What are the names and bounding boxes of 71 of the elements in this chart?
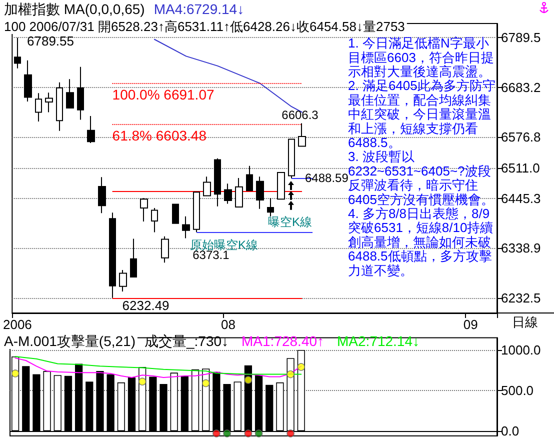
chart-subtitle: 100 2006/07/31 開6528.23↑高6531.11↑低6428.26↓收6454.58↓量2753 — [4, 19, 405, 34]
candlestick — [267, 198, 274, 217]
annotation: 2. 滿足6405此為多方防守最佳位置，配合均線糾集中紅突破，今日量滾量溫和上漲，短線支撐仍看6488.5。 — [348, 78, 496, 150]
y-tick-label: 6683.2 — [501, 80, 541, 95]
chart-title: A-M.001攻擊量(5,21) — [4, 333, 136, 349]
annotation: 3. 波段暫以6232~6531~6405~?波段反彈波看待，暗示守住6405空方沒有慣壓機會。 — [348, 149, 494, 207]
candlestick — [246, 165, 253, 192]
point — [254, 430, 263, 438]
y-tick-label: 6338.9 — [501, 240, 541, 256]
candlestick — [298, 122, 306, 147]
ref-line-label: 100.0% 6691.07 — [112, 86, 214, 103]
annotation: 原始曝空K線 — [190, 238, 258, 252]
y-tick-label: 500.0 — [501, 383, 534, 398]
ref-line-label: 6232.49 — [122, 298, 170, 313]
ref-line-label: 61.8% 6603.48 — [112, 128, 207, 144]
candlestick — [277, 172, 285, 200]
point — [11, 370, 20, 378]
candlestick — [193, 192, 200, 233]
x-tick-label: 09 — [463, 317, 478, 332]
candlestick — [109, 212, 116, 298]
chart-title: 加權指數 MA(0,0,0,65) — [4, 1, 145, 17]
annotation: 4. 多方8/8日出表態，8/9突破6531，短線8/10持續創高量增，無論如何未破6488.5低頓點，多方攻擊力道不變。 — [348, 206, 494, 278]
candlestick — [24, 60, 32, 102]
candlestick — [288, 138, 295, 179]
candlestick — [77, 66, 84, 120]
candlestick — [256, 176, 264, 210]
point — [223, 430, 231, 438]
x-tick-label: 08 — [221, 317, 236, 332]
point — [138, 378, 146, 386]
y-tick-label: 6232.5 — [501, 290, 541, 306]
y-tick-label: 6576.8 — [501, 130, 541, 145]
y-tick-label: 6445.3 — [501, 190, 541, 206]
y-tick-label: 6511.0 — [501, 160, 540, 176]
candlestick — [98, 176, 106, 214]
point — [297, 363, 306, 371]
candlestick — [182, 216, 190, 239]
candlestick — [224, 183, 232, 204]
y-tick-label: 1000.0 — [501, 342, 541, 358]
text: 日線 — [512, 314, 538, 330]
series-label: MA1:728.40↑ — [242, 333, 324, 349]
annotation: 曝空K線 — [268, 215, 312, 229]
annotation: 6606.3 — [282, 108, 319, 122]
candlestick — [172, 204, 179, 224]
candlestick — [45, 92, 53, 113]
point — [202, 379, 210, 388]
candlestick — [66, 78, 74, 109]
point — [244, 376, 252, 384]
candlestick — [130, 238, 137, 278]
candlestick — [235, 178, 243, 208]
candlestick — [14, 37, 21, 69]
candlestick — [119, 270, 127, 292]
candlestick — [140, 198, 148, 222]
y-tick-label: 6789.5 — [501, 30, 541, 46]
point — [212, 430, 220, 438]
candlestick — [35, 92, 42, 122]
point — [286, 430, 294, 438]
series-label: MA4:6729.14↓ — [154, 1, 244, 17]
y-tick-label: 0.0 — [501, 424, 520, 439]
candlestick — [214, 158, 221, 207]
candlestick — [161, 236, 169, 264]
annotation: 1. 今日滿足低檔N字最小目標區6603，符合昨日提示相對大量後達高震盪。 — [348, 36, 494, 79]
annotation: 6789.55 — [27, 34, 74, 48]
text: MA2:712.14↓ — [337, 333, 420, 349]
x-tick-label: 2006 — [2, 317, 32, 332]
ref-line-label: 6488.59 — [305, 171, 349, 186]
candlestick — [151, 207, 158, 233]
candlestick — [203, 176, 211, 196]
point — [244, 430, 252, 438]
candlestick — [56, 82, 63, 132]
candlestick — [87, 115, 95, 144]
point — [286, 370, 294, 378]
